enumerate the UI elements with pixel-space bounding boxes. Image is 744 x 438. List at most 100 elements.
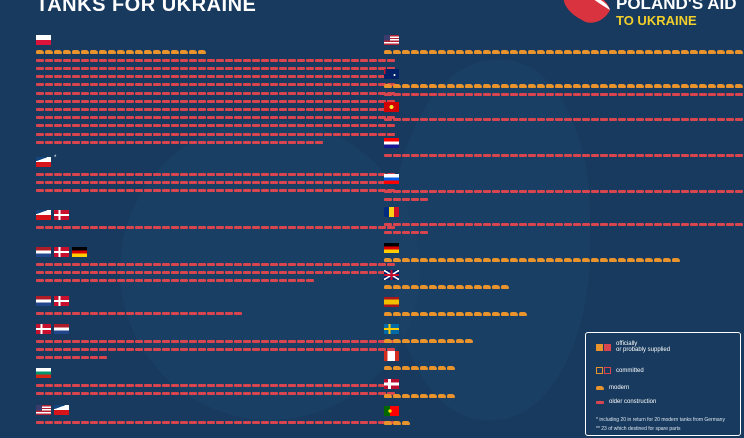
modern-tank-icon [609, 84, 617, 88]
older-tank-icon [243, 180, 251, 184]
older-tank-icon [216, 188, 224, 192]
older-tank-icon [333, 66, 341, 70]
older-tank-icon [126, 339, 134, 343]
older-tank-icon [180, 140, 188, 144]
older-tank-icon [483, 117, 491, 121]
older-tank-icon [108, 132, 116, 136]
older-tank-icon [447, 222, 455, 226]
older-tank-icon [90, 116, 98, 120]
older-tank-icon [36, 339, 44, 343]
older-tank-icon [45, 75, 53, 79]
modern-tank-icon [438, 394, 446, 398]
older-tank-icon [198, 75, 206, 79]
older-tank-icon [726, 117, 734, 121]
older-tank-icon [189, 188, 197, 192]
older-tank-icon [474, 222, 482, 226]
older-tank-icon [171, 180, 179, 184]
older-tank-icon [54, 355, 62, 359]
older-tank-icon [81, 172, 89, 176]
older-tank-icon [198, 99, 206, 103]
older-tank-icon [180, 58, 188, 62]
older-tank-icon [36, 58, 44, 62]
older-tank-icon [72, 99, 80, 103]
modern-tank-icon [582, 50, 590, 54]
older-tank-icon [438, 92, 446, 96]
modern-tank-icon [447, 258, 455, 262]
older-tank-icon [171, 278, 179, 282]
older-tank-icon [306, 420, 314, 424]
older-tank-icon [72, 91, 80, 95]
modern-tank-icon [438, 285, 446, 289]
modern-tank-icon [429, 394, 437, 398]
older-tank-icon [378, 132, 386, 136]
left-flag-group [36, 368, 51, 378]
older-tank-icon [99, 140, 107, 144]
older-tank-icon [198, 391, 206, 395]
older-tank-icon [126, 91, 134, 95]
modern-tank-icon [393, 394, 401, 398]
older-tank-icon [627, 117, 635, 121]
usa-flag-icon [384, 35, 399, 45]
older-tank-icon [261, 124, 269, 128]
older-tank-icon [99, 391, 107, 395]
older-tank-icon [387, 124, 395, 128]
older-tank-icon [135, 278, 143, 282]
older-tank-icon [126, 225, 134, 229]
left-tank-row [36, 261, 395, 267]
older-tank-icon [288, 107, 296, 111]
older-tank-icon [573, 153, 581, 157]
older-tank-icon [351, 99, 359, 103]
older-tank-icon [198, 172, 206, 176]
older-tank-icon [351, 188, 359, 192]
older-tank-icon [63, 172, 71, 176]
older-tank-icon [465, 92, 473, 96]
modern-tank-icon [54, 50, 62, 54]
older-tank-icon [108, 140, 116, 144]
left-tank-row [36, 310, 242, 316]
left-tank-row [36, 139, 323, 145]
older-tank-icon [528, 189, 536, 193]
older-tank-icon [153, 66, 161, 70]
logo-subtitle: TO UKRAINE [616, 13, 697, 28]
older-tank-icon [297, 58, 305, 62]
left-tank-row [36, 179, 395, 185]
older-tank-icon [270, 58, 278, 62]
older-tank-icon [393, 92, 401, 96]
older-tank-icon [288, 75, 296, 79]
older-tank-icon [153, 225, 161, 229]
older-tank-icon [672, 189, 680, 193]
older-tank-icon [162, 172, 170, 176]
older-tank-icon [81, 355, 89, 359]
modern-tank-icon [465, 84, 473, 88]
older-tank-icon [465, 189, 473, 193]
older-tank-icon [234, 132, 242, 136]
older-tank-icon [297, 83, 305, 87]
older-tank-icon [654, 153, 662, 157]
older-tank-icon [591, 117, 599, 121]
older-tank-icon [324, 75, 332, 79]
older-tank-icon [171, 262, 179, 266]
older-tank-icon [225, 124, 233, 128]
older-tank-icon [63, 420, 71, 424]
older-tank-icon [261, 188, 269, 192]
netherlands-flag-icon [54, 324, 69, 334]
older-tank-icon [54, 347, 62, 351]
older-tank-icon [735, 189, 743, 193]
older-tank-icon [216, 91, 224, 95]
older-tank-icon [501, 92, 509, 96]
older-tank-icon [429, 117, 437, 121]
older-tank-icon [216, 347, 224, 351]
older-tank-icon [618, 117, 626, 121]
older-tank-icon [618, 153, 626, 157]
older-tank-icon [306, 278, 314, 282]
older-tank-icon [279, 225, 287, 229]
older-tank-icon [45, 339, 53, 343]
older-tank-icon [126, 270, 134, 274]
older-tank-icon [162, 91, 170, 95]
left-tank-row [36, 269, 395, 275]
older-tank-icon [306, 140, 314, 144]
older-tank-icon [153, 99, 161, 103]
older-tank-icon [726, 189, 734, 193]
older-tank-icon [135, 58, 143, 62]
older-tank-icon [108, 99, 116, 103]
